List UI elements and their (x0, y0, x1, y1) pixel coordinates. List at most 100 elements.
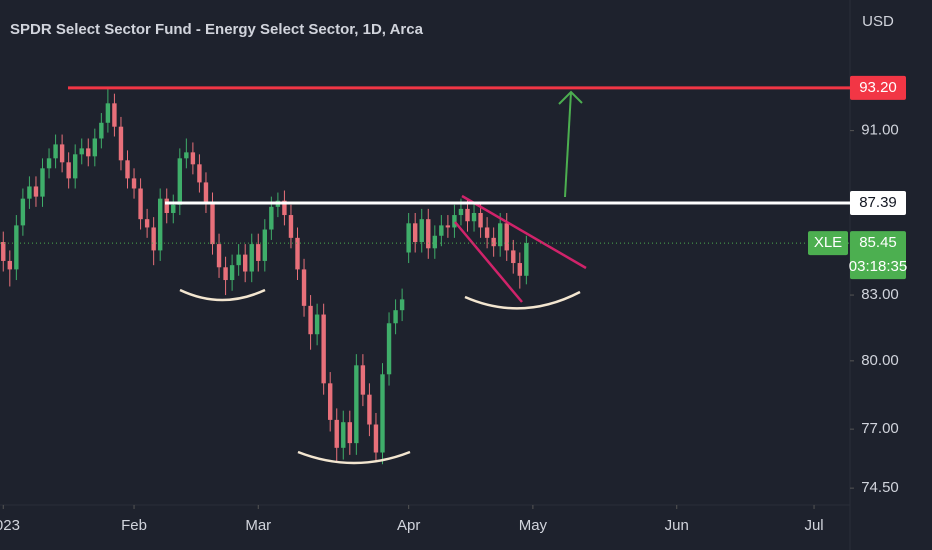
wedge-upper (461, 194, 587, 270)
candle-body (1, 242, 6, 261)
x-tick-label: Jul (804, 517, 823, 534)
arc-head (297, 450, 411, 465)
candle-body (144, 219, 150, 228)
level-label: 87.39 (859, 194, 897, 211)
candle-body (426, 219, 431, 249)
candle-body (465, 208, 470, 222)
arc-right-shoulder (464, 290, 581, 310)
candle-body (262, 229, 268, 261)
candle-body (236, 254, 241, 266)
level-label-box (850, 190, 906, 215)
candle-body (478, 212, 483, 228)
candle-body (386, 323, 392, 375)
candle-body (439, 225, 444, 236)
candle-body (347, 422, 353, 444)
candle-body (497, 223, 503, 247)
candle-body (282, 200, 287, 216)
candle-body (341, 422, 346, 448)
y-tick-label: 91.00 (861, 122, 899, 139)
candle-body (164, 198, 169, 213)
candle-body (7, 260, 13, 270)
candle-body (197, 164, 202, 183)
arc-left-shoulder (179, 288, 266, 302)
candle-body (511, 250, 516, 264)
y-tick-label: 80.00 (861, 352, 899, 369)
candle-body (40, 168, 45, 197)
symbol-label: XLE (814, 234, 842, 251)
symbol-box (808, 231, 848, 256)
candle-body (360, 365, 366, 395)
candle-body (373, 424, 379, 453)
candle-body (249, 244, 254, 272)
candle-body (288, 215, 294, 238)
candle-body (308, 305, 313, 335)
candle-body (367, 394, 372, 425)
countdown-label: 03:18:35 (849, 258, 907, 275)
candle-body (406, 223, 411, 253)
candle-body (269, 206, 274, 230)
level-label: 93.20 (859, 79, 897, 96)
candle-body (256, 244, 261, 261)
candle-body (458, 208, 464, 216)
candle-body (14, 225, 19, 270)
candle-body (354, 365, 359, 444)
candle-body (242, 254, 248, 272)
candle-body (393, 310, 398, 324)
candle-body (177, 158, 183, 205)
x-tick-label: May (519, 517, 548, 534)
last-price-box (850, 231, 906, 280)
candle-body (321, 314, 326, 384)
target-arrow (564, 91, 572, 198)
candle-body (412, 223, 418, 243)
candle-body (399, 299, 405, 311)
candle-body (72, 154, 78, 179)
x-tick-label: Feb (121, 517, 147, 534)
candle-body (99, 122, 104, 139)
y-tick-label: 83.00 (861, 286, 899, 303)
candle-body (190, 152, 196, 165)
candle-body (210, 202, 215, 245)
candle-body (229, 265, 235, 281)
candle-body (184, 152, 189, 159)
candle-body (419, 219, 424, 243)
candle-body (203, 182, 209, 203)
target-arrow-head (558, 90, 583, 105)
candle-body (452, 215, 457, 228)
currency: USD (862, 13, 894, 30)
candle-body (223, 267, 228, 281)
x-tick-label: 2023 (0, 517, 20, 534)
x-tick-label: Jun (665, 517, 689, 534)
candle-body (33, 186, 39, 197)
wedge-lower (454, 221, 523, 303)
candle-body (53, 144, 58, 159)
y-tick-label: 77.00 (861, 420, 899, 437)
candle-body (46, 158, 52, 169)
candle-body (524, 243, 529, 276)
candle-body (27, 186, 32, 199)
candle-body (79, 148, 84, 155)
candle-body (295, 237, 300, 270)
candle-body (471, 212, 477, 222)
candle-body (59, 144, 65, 163)
candle-body (327, 383, 333, 420)
candle-body (118, 126, 124, 161)
candle-body (334, 419, 339, 448)
candle-body (112, 103, 117, 127)
candle-body (92, 138, 98, 157)
candle-body (105, 103, 111, 123)
candle-body (504, 223, 509, 251)
last-price-label: 85.45 (859, 234, 897, 251)
candle-body (517, 263, 523, 276)
candle-body (380, 374, 385, 453)
candle-body (66, 162, 71, 179)
candle-body (491, 237, 496, 247)
x-tick-label: Mar (245, 517, 271, 534)
candle-body (171, 204, 176, 213)
candle-body (86, 148, 91, 157)
candle-body (445, 225, 451, 228)
y-tick-label: 74.50 (861, 479, 899, 496)
candle-body (216, 244, 222, 268)
candle-body (314, 314, 320, 335)
